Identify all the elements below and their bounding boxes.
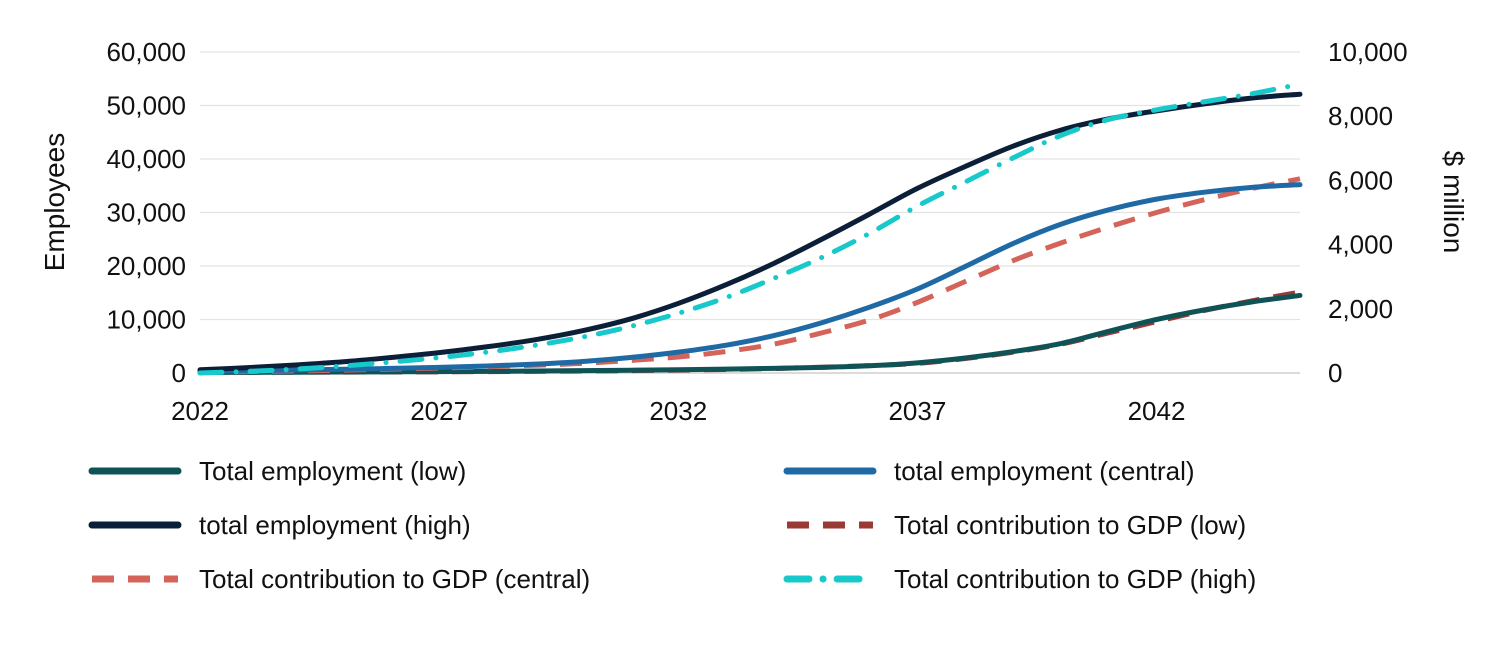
legend-item: Total employment (low) (85, 452, 780, 490)
right-tick-label: 4,000 (1328, 230, 1393, 260)
series-line-5 (197, 81, 1303, 376)
series-line-1 (197, 182, 1303, 374)
left-tick-label: 40,000 (106, 144, 186, 174)
right-axis-ticks: 0 2,000 4,000 6,000 8,000 10,000 (1328, 37, 1408, 388)
right-tick-label: 0 (1328, 358, 1342, 388)
left-tick-label: 10,000 (106, 305, 186, 335)
series-line-0 (197, 292, 1303, 375)
x-tick-label: 2032 (649, 396, 707, 426)
right-tick-label: 8,000 (1328, 101, 1393, 131)
series-layer (197, 81, 1303, 376)
left-axis-title: Employees (39, 133, 70, 272)
legend-label: Total contribution to GDP (low) (894, 509, 1247, 540)
right-tick-label: 10,000 (1328, 37, 1408, 67)
legend-swatch (92, 575, 178, 583)
legend: Total employment (low) total employment (… (85, 452, 1465, 598)
legend-item: Total contribution to GDP (low) (780, 506, 1465, 544)
legend-swatch (88, 467, 182, 475)
left-tick-label: 50,000 (106, 91, 186, 121)
legend-item: Total contribution to GDP (central) (85, 560, 780, 598)
left-tick-label: 0 (172, 358, 186, 388)
legend-swatch (783, 467, 877, 475)
left-axis-ticks: 0 10,000 20,000 30,000 40,000 50,000 60,000 (106, 37, 186, 388)
legend-item: Total contribution to GDP (high) (780, 560, 1465, 598)
x-tick-label: 2027 (410, 396, 468, 426)
gridlines (200, 51, 1300, 321)
legend-label: total employment (central) (894, 455, 1195, 486)
x-tick-label: 2042 (1128, 396, 1186, 426)
legend-label: total employment (high) (199, 509, 471, 540)
left-tick-label: 30,000 (106, 198, 186, 228)
x-axis-ticks: 2022 2027 2032 2037 2042 (171, 396, 1185, 426)
legend-swatch (787, 521, 873, 529)
legend-item: total employment (central) (780, 452, 1465, 490)
x-tick-label: 2037 (888, 396, 946, 426)
left-tick-label: 60,000 (106, 37, 186, 67)
left-tick-label: 20,000 (106, 251, 186, 281)
right-tick-label: 2,000 (1328, 294, 1393, 324)
legend-swatch (88, 521, 182, 529)
right-tick-label: 6,000 (1328, 165, 1393, 195)
legend-swatch (783, 575, 877, 583)
legend-label: Total contribution to GDP (high) (894, 563, 1257, 594)
legend-label: Total contribution to GDP (central) (199, 563, 591, 594)
legend-label: Total employment (low) (199, 455, 467, 486)
right-axis-title: $ million (1438, 151, 1469, 254)
x-tick-label: 2022 (171, 396, 229, 426)
chart: 0 10,000 20,000 30,000 40,000 50,000 60,000 0 2… (39, 37, 1469, 426)
legend-item: total employment (high) (85, 506, 780, 544)
